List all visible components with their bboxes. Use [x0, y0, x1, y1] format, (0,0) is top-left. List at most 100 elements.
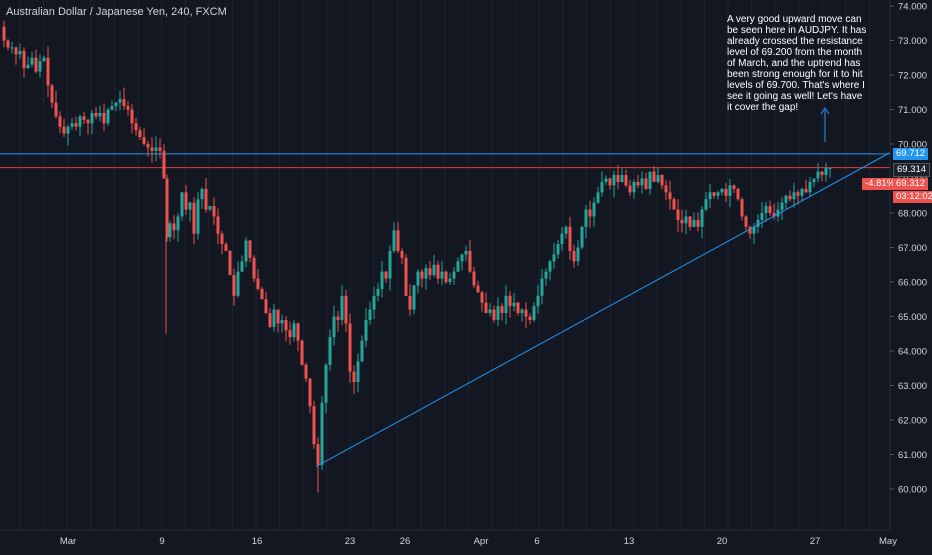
- candle-up: [448, 278, 452, 282]
- time-tick-label: 9: [159, 536, 164, 547]
- price-tick-label: 60.000: [898, 485, 927, 496]
- candle-up: [808, 181, 812, 193]
- price-tick-label: 72.000: [898, 71, 927, 82]
- candle-up: [704, 199, 708, 210]
- price-tick-label: 64.000: [898, 347, 927, 358]
- trendline-segment: [315, 152, 891, 468]
- candle-down: [404, 257, 408, 296]
- candle-up: [780, 202, 784, 210]
- candle-down: [6, 40, 10, 48]
- candle-up: [640, 178, 644, 186]
- candle-up: [532, 306, 536, 320]
- candle-down: [102, 112, 106, 124]
- candle-down: [804, 188, 808, 193]
- candle-down: [134, 123, 138, 131]
- candle-down: [82, 116, 86, 120]
- candle-down: [660, 175, 664, 186]
- candle-up: [520, 309, 524, 314]
- candle-up: [536, 295, 540, 307]
- candle-down: [224, 244, 228, 251]
- candle-down: [636, 181, 640, 186]
- candle-down: [820, 171, 824, 176]
- candle-down: [300, 340, 304, 365]
- candle-down: [304, 364, 308, 379]
- candle-down: [158, 147, 162, 151]
- candle-up: [752, 226, 756, 234]
- candle-down: [664, 185, 668, 193]
- candle-up: [548, 261, 552, 272]
- candle-up: [816, 171, 820, 179]
- candle-down: [528, 316, 532, 320]
- candle-up: [584, 209, 588, 227]
- candle-down: [668, 192, 672, 200]
- candle-up: [496, 306, 500, 320]
- candle-up: [42, 57, 46, 62]
- candle-down: [748, 226, 752, 234]
- candle-down: [130, 109, 134, 124]
- candle-down: [492, 309, 496, 320]
- candle-down: [572, 250, 576, 262]
- candle-up: [412, 285, 416, 310]
- candle-up: [620, 175, 624, 182]
- candle-up: [512, 302, 516, 307]
- time-tick-label: 16: [252, 536, 263, 547]
- time-tick-label: 23: [345, 536, 356, 547]
- candle-down: [436, 264, 440, 279]
- candle-up: [460, 254, 464, 262]
- candle-down: [480, 292, 484, 303]
- candle-up: [564, 226, 568, 234]
- candle-down: [500, 306, 504, 314]
- candle-down: [484, 302, 488, 314]
- candle-up: [440, 271, 444, 279]
- candle-up: [544, 271, 548, 279]
- candle-down: [150, 147, 154, 151]
- candle-down: [94, 112, 98, 117]
- candle-down: [444, 271, 448, 282]
- candle-up: [784, 195, 788, 203]
- candle-up: [26, 64, 30, 69]
- candle-down: [724, 188, 728, 196]
- candle-up: [556, 244, 560, 255]
- price-tick-label: 62.000: [898, 416, 927, 427]
- time-tick-label: Apr: [474, 536, 489, 547]
- candle-up: [416, 271, 420, 286]
- candle-down: [348, 323, 352, 372]
- candle-down: [126, 106, 130, 110]
- candle-up: [320, 402, 324, 465]
- candle-down: [46, 57, 50, 86]
- candle-up: [18, 50, 22, 55]
- candle-up: [708, 192, 712, 200]
- candle-down: [336, 316, 340, 320]
- candle-up: [592, 202, 596, 217]
- candle-up: [368, 309, 372, 320]
- candle-up: [110, 106, 114, 110]
- candle-down: [568, 226, 572, 251]
- candle-up: [596, 192, 600, 203]
- candle-down: [260, 288, 264, 300]
- candle-up: [332, 316, 336, 338]
- candle-up: [716, 192, 720, 196]
- candle-down: [165, 178, 169, 238]
- candle-up: [356, 361, 360, 383]
- candle-up: [604, 178, 608, 182]
- candle-down: [396, 230, 400, 251]
- candle-down: [34, 57, 38, 72]
- candle-up: [180, 192, 184, 217]
- price-tick-label: 66.000: [898, 278, 927, 289]
- change-badge: -4.81%: [862, 178, 899, 190]
- candle-up: [98, 112, 102, 117]
- candle-down: [516, 302, 520, 314]
- candle-down: [146, 144, 150, 148]
- candle-up: [280, 319, 284, 324]
- candle-down: [220, 233, 224, 245]
- candle-up: [764, 206, 768, 213]
- candle-down: [162, 150, 166, 179]
- price-tick-label: 67.000: [898, 243, 927, 254]
- candle-down: [192, 202, 196, 234]
- candle-down: [468, 250, 472, 272]
- price-tick-label: 61.000: [898, 450, 927, 461]
- candle-up: [632, 181, 636, 193]
- price-badge-top: 69.712: [893, 148, 929, 160]
